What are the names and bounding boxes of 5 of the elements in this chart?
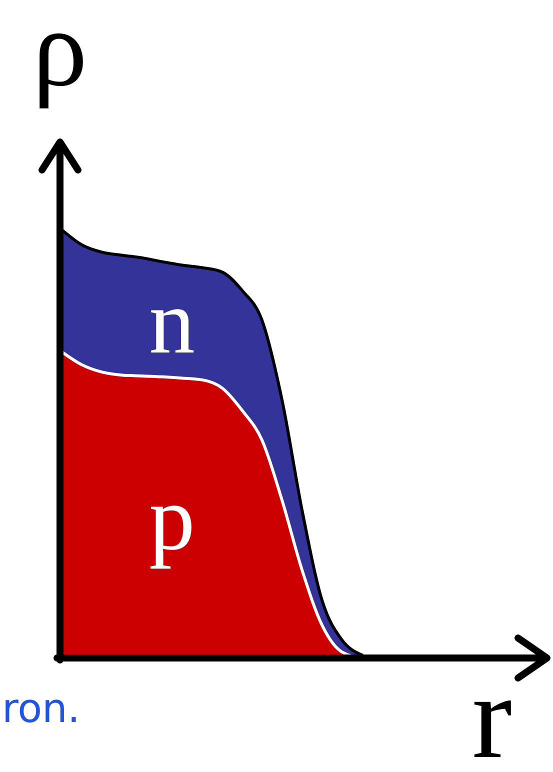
series-label: p — [149, 467, 195, 570]
text: ron. — [2, 686, 80, 732]
x-axis-title: r — [472, 650, 512, 772]
y-axis-title: ρ — [32, 0, 88, 109]
legend-label: n — [149, 270, 195, 373]
